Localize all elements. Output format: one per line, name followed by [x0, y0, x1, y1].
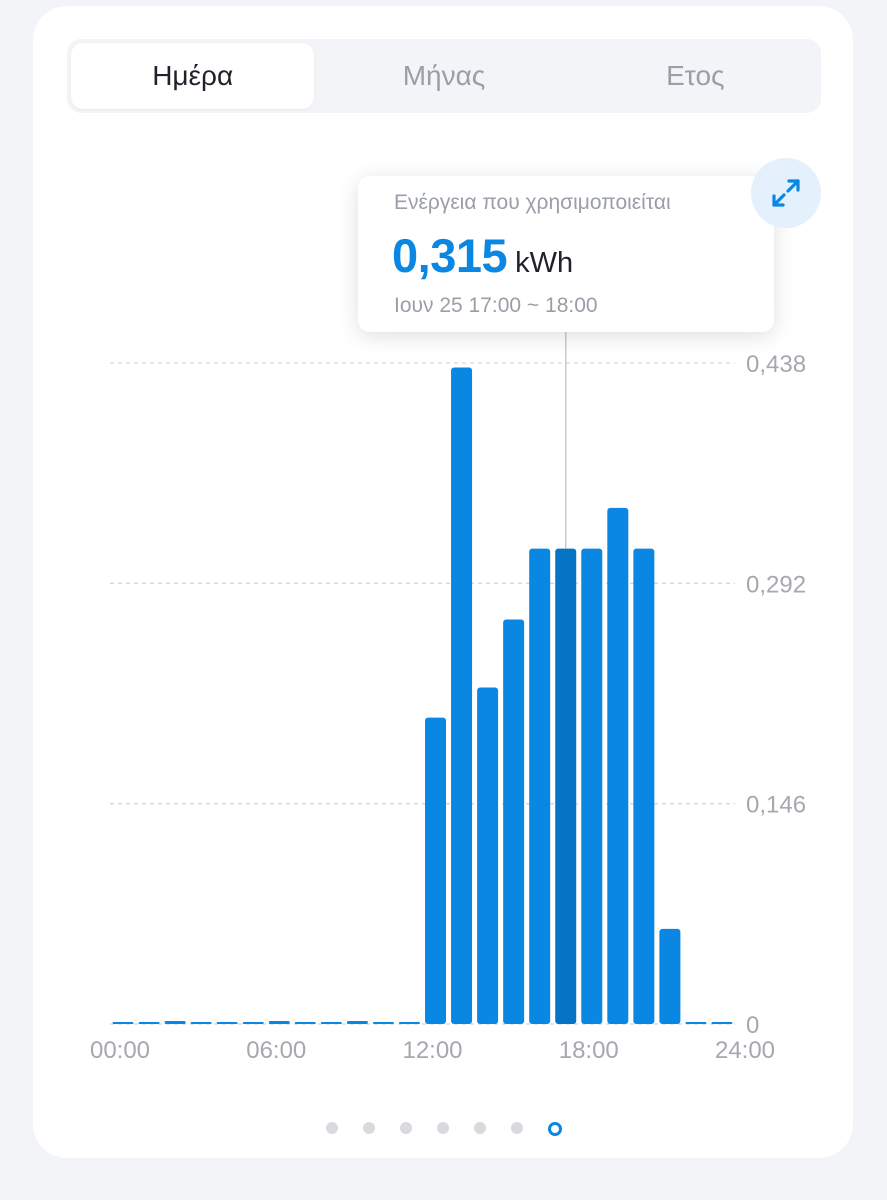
page-dot[interactable]	[548, 1122, 562, 1136]
y-tick-label: 0,292	[746, 571, 806, 598]
energy-tooltip: Ενέργεια που χρησιμοποιείται 0,315 kWh Ιο…	[358, 176, 774, 332]
bar	[451, 367, 473, 1024]
bar	[372, 1022, 394, 1024]
bar	[685, 1022, 707, 1024]
bar	[425, 717, 447, 1024]
x-tick-label: 00:00	[90, 1037, 150, 1064]
bar	[320, 1022, 342, 1024]
tooltip-unit: kWh	[515, 247, 574, 279]
bar	[398, 1022, 420, 1024]
tooltip-time: Ιουν 25 17:00 ~ 18:00	[394, 294, 598, 317]
bar	[346, 1020, 368, 1024]
page-dot[interactable]	[363, 1122, 375, 1134]
page-dot[interactable]	[400, 1122, 412, 1134]
tab-month[interactable]: Μήνας	[402, 60, 486, 91]
page-dot[interactable]	[326, 1122, 338, 1134]
tooltip-value-row: 0,315 kWh	[392, 228, 573, 283]
bar	[503, 619, 525, 1024]
bar	[581, 548, 603, 1024]
expand-arrows-icon	[772, 179, 800, 207]
tab-year[interactable]: Ετος	[666, 60, 725, 91]
bar	[633, 548, 655, 1024]
bar	[268, 1020, 290, 1024]
x-tick-label: 24:00	[715, 1037, 775, 1064]
tooltip-value: 0,315	[392, 229, 508, 282]
bar	[138, 1022, 160, 1024]
bar	[242, 1022, 264, 1024]
x-tick-label: 18:00	[559, 1037, 619, 1064]
tab-day[interactable]: Ημέρα	[71, 43, 315, 109]
expand-button[interactable]	[751, 158, 821, 228]
bar	[555, 548, 577, 1024]
period-tabs: Ημέρα Μήνας Ετος	[67, 39, 821, 113]
bar	[477, 687, 499, 1024]
bar	[112, 1022, 134, 1024]
page-dot[interactable]	[474, 1122, 486, 1134]
bar	[529, 548, 551, 1024]
bar	[659, 928, 681, 1024]
bar	[216, 1022, 238, 1024]
tooltip-label: Ενέργεια που χρησιμοποιείται	[394, 191, 671, 214]
page-indicator	[0, 1114, 887, 1142]
y-tick-label: 0,438	[746, 351, 806, 378]
page-dot[interactable]	[511, 1122, 523, 1134]
y-tick-label: 0	[746, 1012, 759, 1039]
x-tick-label: 12:00	[402, 1037, 462, 1064]
x-tick-label: 06:00	[246, 1037, 306, 1064]
bar	[294, 1022, 316, 1024]
bar	[164, 1020, 186, 1024]
bar	[607, 507, 629, 1024]
page-dot[interactable]	[437, 1122, 449, 1134]
bar	[190, 1022, 212, 1024]
bar	[711, 1022, 733, 1024]
y-tick-label: 0,146	[746, 792, 806, 819]
